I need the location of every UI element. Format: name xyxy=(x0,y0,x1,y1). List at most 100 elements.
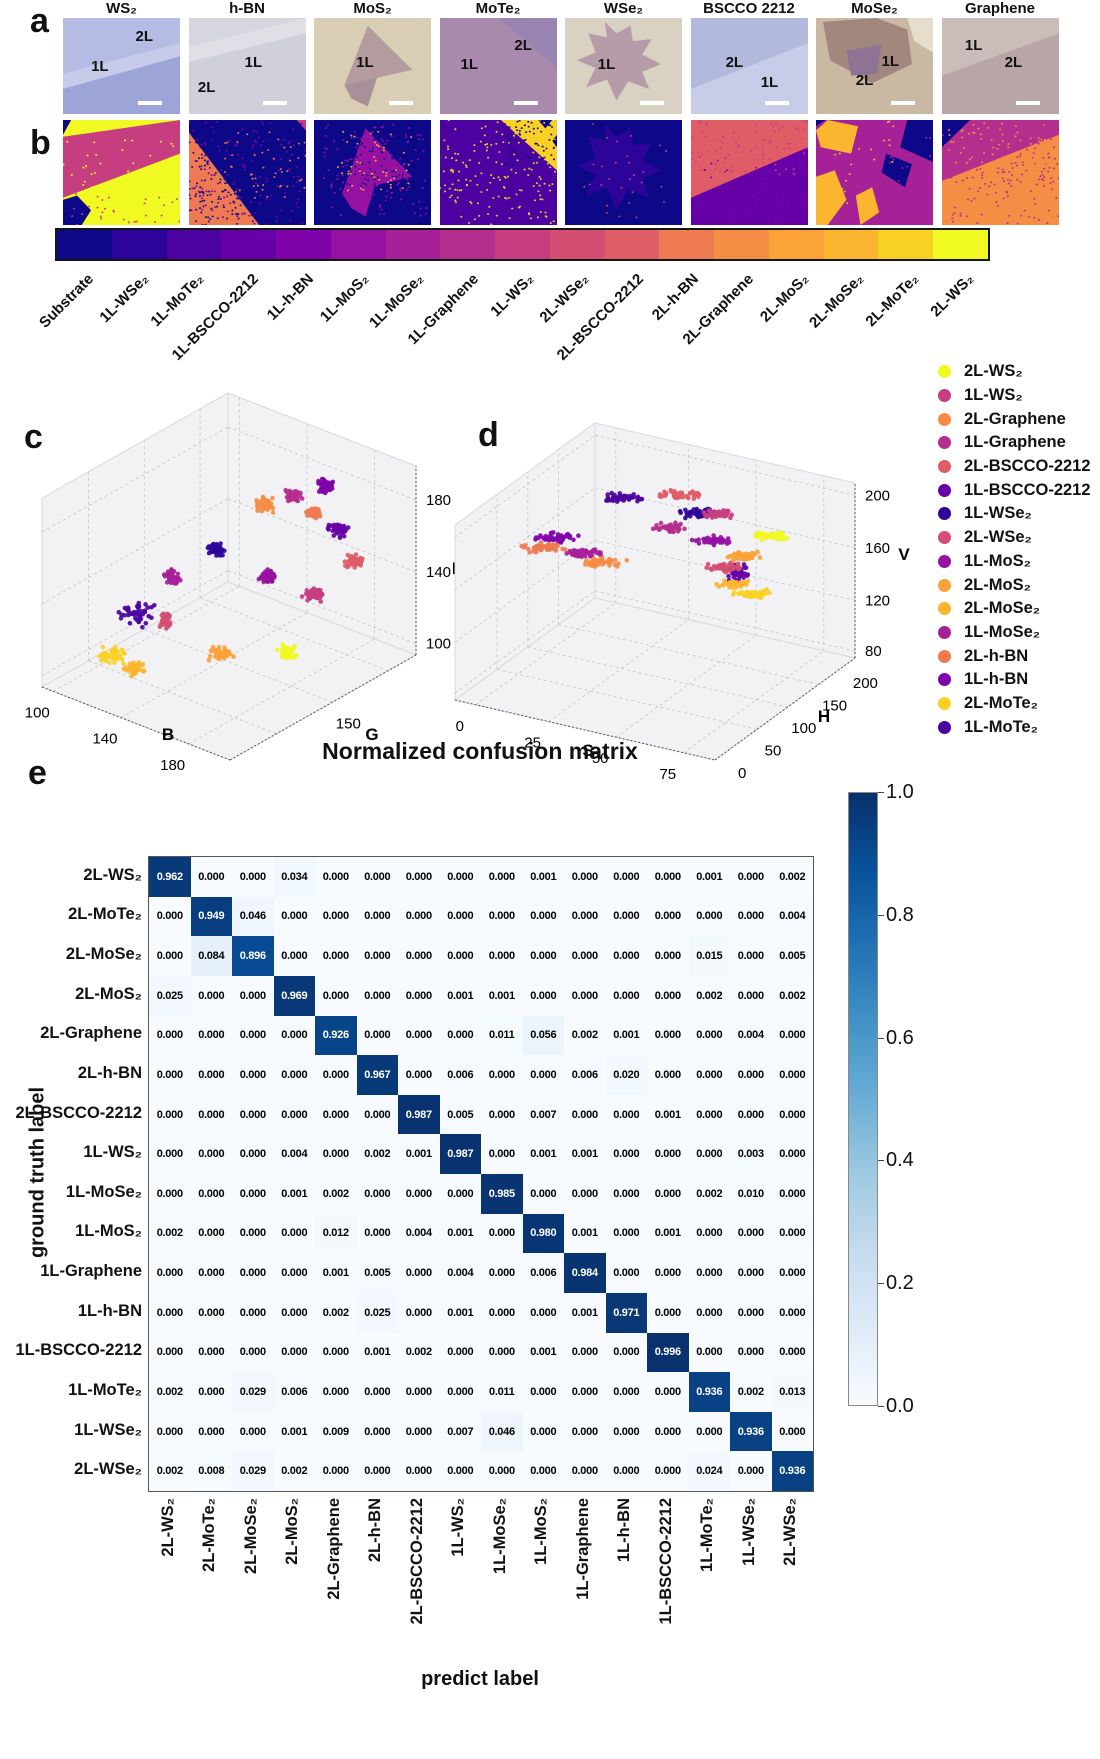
legend-dot xyxy=(938,625,951,639)
matrix-cell: 0.000 xyxy=(688,1213,730,1254)
speckle xyxy=(236,132,239,134)
segmentation-map xyxy=(816,120,933,225)
speckle xyxy=(66,140,69,143)
speckle xyxy=(451,171,454,174)
class-region xyxy=(816,120,859,154)
speckle xyxy=(336,148,339,151)
speckle xyxy=(818,196,821,199)
speckle xyxy=(968,137,971,140)
matrix-row-label: 1L-MoSe₂ xyxy=(65,1182,142,1201)
speckle xyxy=(761,139,764,141)
data-point xyxy=(780,533,785,539)
speckle xyxy=(535,142,538,145)
matrix-cell: 0.000 xyxy=(356,1174,398,1214)
speckle xyxy=(538,194,541,197)
speckle xyxy=(1045,222,1048,225)
legend-dot xyxy=(938,436,951,450)
data-point xyxy=(165,571,170,577)
speckle xyxy=(88,205,91,208)
gridline xyxy=(558,624,819,685)
speckle xyxy=(754,145,757,148)
matrix-cell: 0.000 xyxy=(232,1174,274,1214)
speckle xyxy=(483,143,486,146)
speckle xyxy=(456,153,459,155)
speckle xyxy=(539,211,542,213)
speckle xyxy=(336,174,339,177)
data-point xyxy=(288,493,294,498)
class-region xyxy=(690,120,808,198)
gridline xyxy=(548,619,689,722)
speckle xyxy=(765,182,768,185)
cluster-1L-h-BN xyxy=(316,476,336,496)
speckle xyxy=(543,211,547,214)
data-point xyxy=(545,537,551,542)
speckle xyxy=(892,158,895,161)
microscopy-image: 1L 2L xyxy=(188,18,306,114)
cluster-1L-WS₂ xyxy=(299,586,325,604)
speckle xyxy=(537,148,540,151)
data-point xyxy=(589,563,594,568)
data-point xyxy=(142,609,148,615)
speckle xyxy=(536,122,539,125)
speckle xyxy=(336,166,339,168)
speckle xyxy=(363,145,366,148)
colorbar-tick-label: 0.0 xyxy=(886,1395,914,1417)
legend-dot xyxy=(938,507,951,521)
speckle xyxy=(967,168,970,171)
legend-label: 2L-Graphene xyxy=(964,409,1066,428)
speckle xyxy=(838,202,841,205)
speckle xyxy=(718,139,721,142)
speckle xyxy=(535,182,538,185)
speckle xyxy=(985,160,988,162)
speckle xyxy=(761,162,764,164)
matrix-cell: 0.000 xyxy=(190,1332,232,1373)
speckle xyxy=(1007,182,1010,185)
matrix-cell: 0.007 xyxy=(439,1411,481,1452)
matrix-cell: 0.000 xyxy=(398,1292,440,1333)
speckle xyxy=(200,208,203,211)
speckle xyxy=(510,120,513,123)
speckle xyxy=(527,167,530,170)
matrix-cell: 0.000 xyxy=(315,857,357,897)
speckle xyxy=(512,150,515,153)
speckle xyxy=(976,190,979,193)
data-point xyxy=(627,493,633,499)
speckle xyxy=(199,143,203,146)
speckle xyxy=(1007,170,1010,173)
speckle xyxy=(968,188,971,190)
speckle xyxy=(227,147,230,150)
matrix-cell: 0.000 xyxy=(771,1094,813,1135)
speckle xyxy=(122,218,125,221)
data-point xyxy=(255,503,260,509)
speckle xyxy=(1052,146,1055,149)
matrix-cell: 0.000 xyxy=(771,1292,813,1333)
speckle xyxy=(628,202,631,204)
speckle xyxy=(216,201,219,204)
matrix-cell: 0.000 xyxy=(647,1451,689,1491)
legend-dot xyxy=(938,696,951,710)
speckle xyxy=(536,190,539,193)
speckle xyxy=(767,218,770,221)
speckle xyxy=(235,197,238,200)
data-point xyxy=(764,532,770,538)
confusion-matrix-colorbar xyxy=(848,792,878,1406)
legend-label: 2L-h-BN xyxy=(964,646,1029,665)
data-point xyxy=(122,605,128,611)
speckle xyxy=(296,198,299,201)
speckle xyxy=(350,158,353,161)
rgb-3d-scatter: 100140180150100140180BGR xyxy=(10,368,464,774)
speckle xyxy=(76,223,79,225)
cluster-1L-h-BN xyxy=(533,530,581,545)
speckle xyxy=(614,161,617,164)
data-point xyxy=(330,528,336,533)
matrix-cell: 0.000 xyxy=(647,1055,689,1095)
data-point xyxy=(127,610,133,616)
matrix-cell: 0.000 xyxy=(730,1055,772,1095)
matrix-cell: 0.000 xyxy=(273,1015,315,1056)
speckle xyxy=(382,125,385,128)
speckle xyxy=(326,148,329,151)
speckle xyxy=(552,158,555,161)
speckle xyxy=(1043,128,1046,131)
speckle xyxy=(942,169,945,172)
segmentation-map xyxy=(565,120,682,225)
